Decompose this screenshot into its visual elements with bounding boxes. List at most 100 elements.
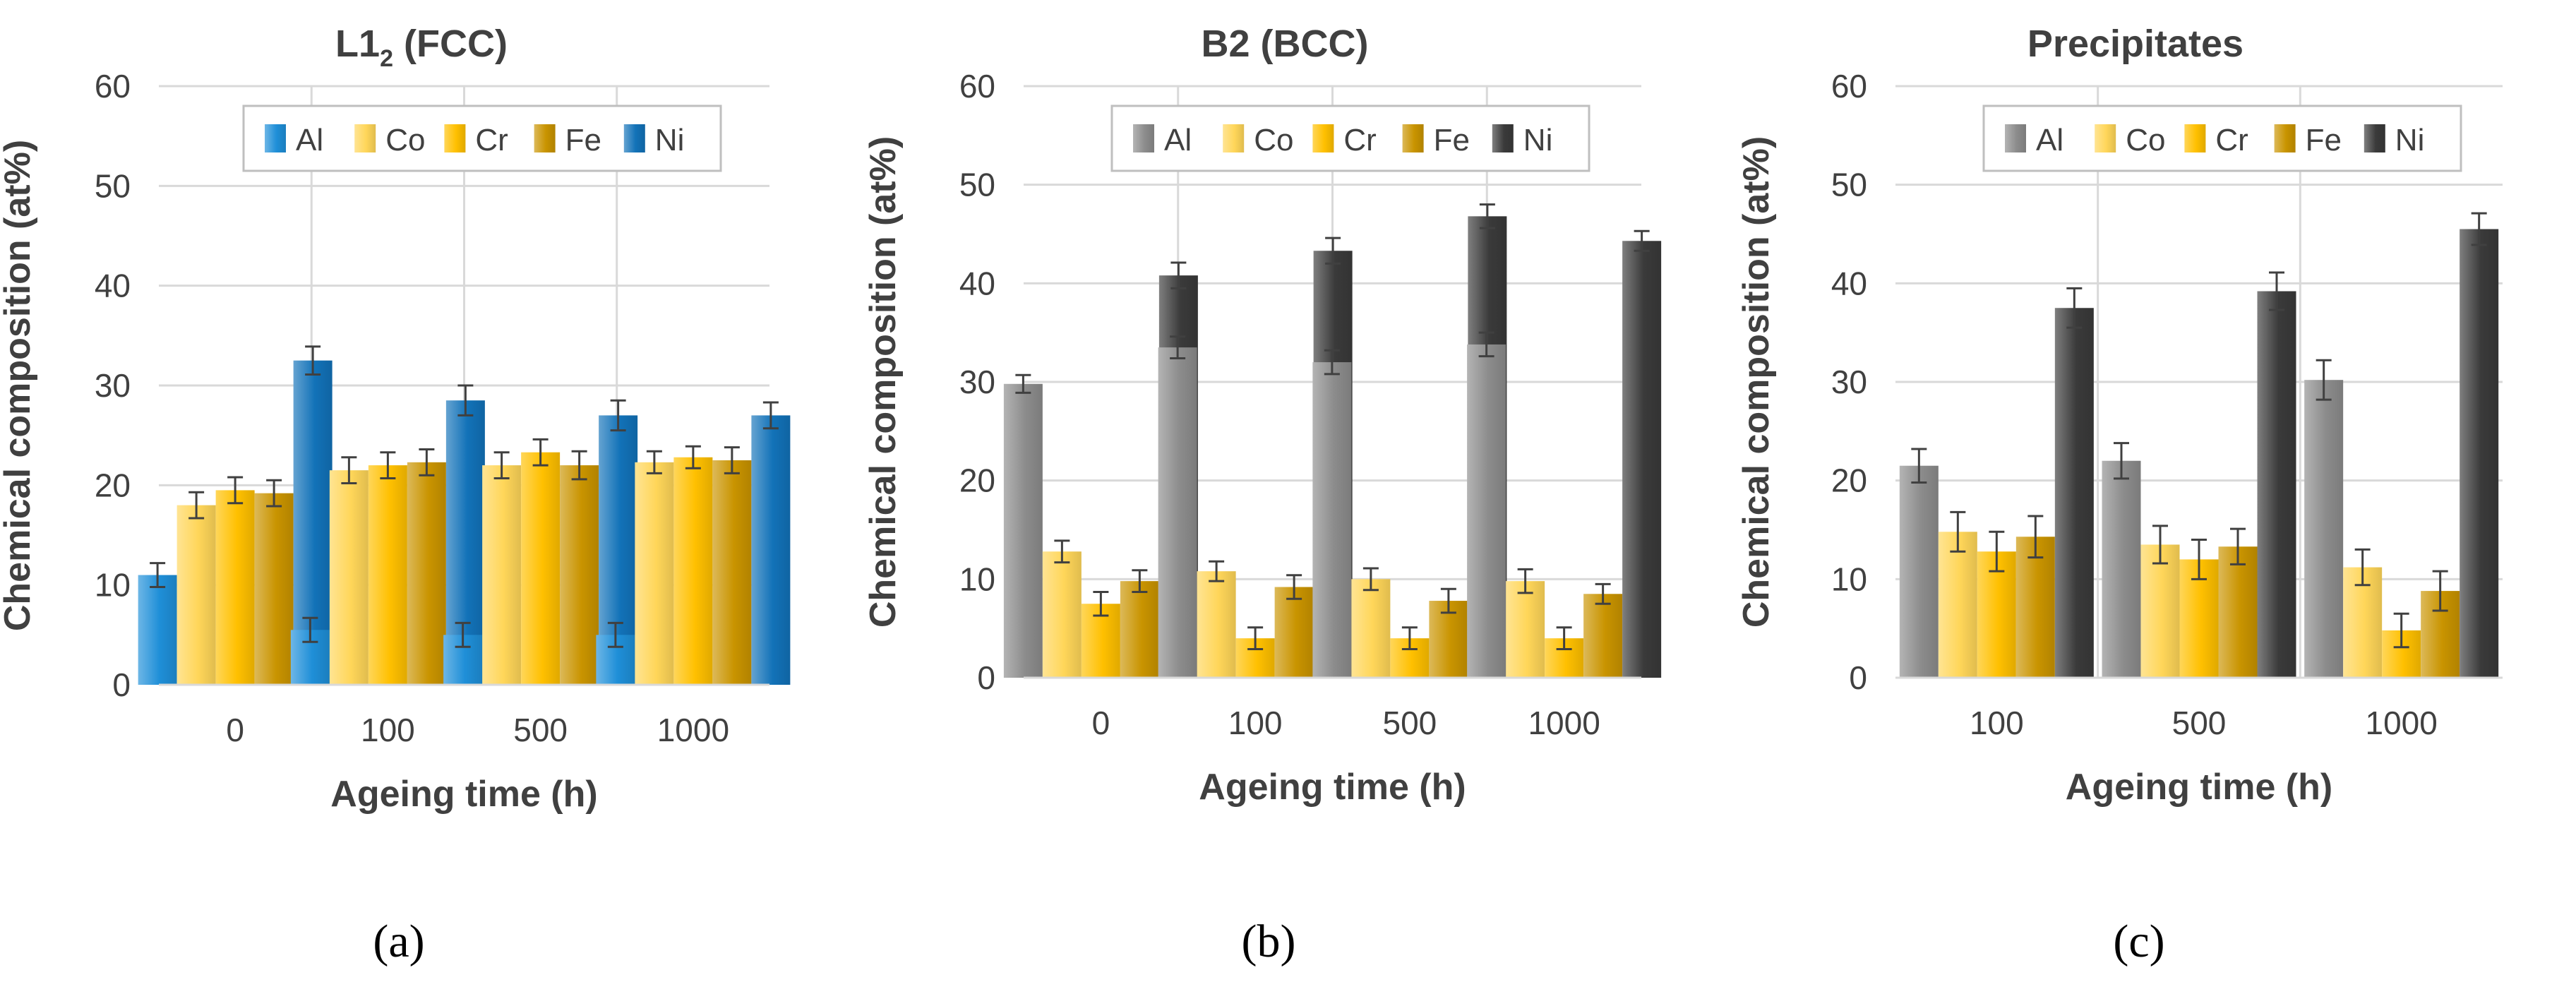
bar-c-al-100 (1899, 465, 1939, 678)
bar-a-ni-1000 (751, 415, 791, 685)
error-bar-b-fe-500 (1440, 587, 1456, 614)
chart-title-main: Precipitates (2027, 23, 2243, 65)
x-tick-label: 0 (226, 712, 244, 748)
error-bar-b-ni-0 (1170, 261, 1187, 289)
y-tick-label: 10 (959, 561, 995, 597)
x-tick-label: 100 (1228, 705, 1283, 741)
bar-b-co-100 (1197, 571, 1236, 678)
legend-swatch-al (2005, 124, 2026, 152)
bar-b-co-0 (1042, 551, 1082, 678)
error-bar-b-cr-500 (1401, 626, 1418, 650)
error-bar-c-cr-500 (2191, 538, 2207, 580)
error-bar-a-co-100 (341, 456, 357, 485)
chart-title-main: L1 (335, 23, 380, 65)
error-bar-a-cr-0 (227, 476, 244, 505)
error-bar-c-fe-100 (2027, 515, 2044, 559)
y-tick-label: 50 (95, 167, 131, 204)
error-bar-a-al-100 (302, 616, 318, 643)
x-axis-label: Ageing time (h) (1199, 767, 1466, 808)
error-bar-b-co-500 (1362, 567, 1379, 592)
legend-label-ni: Ni (2395, 123, 2425, 157)
x-tick-label: 0 (1092, 705, 1110, 741)
bar-a-cr-500 (521, 452, 561, 685)
y-tick-label: 20 (95, 467, 131, 503)
bar-a-fe-0 (254, 493, 294, 685)
legend-swatch-al (1133, 124, 1154, 152)
bar-b-al-100 (1158, 347, 1197, 678)
panel-label-c: (c) (2113, 916, 2164, 967)
bar-b-fe-0 (1120, 581, 1159, 678)
error-bar-b-al-0 (1015, 373, 1031, 394)
bar-c-co-500 (2140, 544, 2180, 678)
bar-a-co-500 (482, 465, 522, 685)
panel-label-a: (a) (373, 916, 424, 967)
error-bar-c-ni-500 (2269, 271, 2284, 311)
bar-c-fe-500 (2218, 546, 2258, 678)
bar-b-al-0 (1003, 383, 1043, 678)
error-bar-a-cr-500 (532, 438, 549, 467)
bar-b-ni-1000 (1622, 241, 1662, 678)
error-bar-a-cr-100 (380, 451, 396, 479)
error-bar-c-fe-500 (2230, 527, 2246, 565)
error-bar-c-cr-100 (1989, 530, 2005, 573)
legend-swatch-cr (2184, 124, 2206, 152)
legend-label-al: Al (1164, 123, 1192, 157)
error-bar-b-ni-100 (1325, 236, 1341, 265)
error-bar-a-ni-0 (305, 345, 321, 376)
error-bar-c-co-500 (2152, 525, 2168, 565)
x-tick-label: 500 (1383, 705, 1437, 741)
chart-title: Precipitates (2027, 23, 2243, 65)
y-tick-label: 50 (959, 167, 995, 203)
bar-c-al-1000 (2304, 380, 2344, 678)
error-bar-b-cr-1000 (1556, 626, 1572, 650)
bar-a-fe-1000 (712, 460, 752, 685)
legend-swatch-co (354, 124, 376, 152)
y-tick-label: 40 (1831, 265, 1867, 301)
y-tick-label: 0 (977, 659, 995, 696)
y-axis-label: Chemical composition (at%) (0, 140, 38, 631)
error-bar-a-al-1000 (607, 621, 623, 648)
y-tick-label: 40 (959, 265, 995, 301)
legend-swatch-ni (623, 124, 645, 152)
legend-label-al: Al (2036, 123, 2063, 157)
error-bar-c-ni-1000 (2471, 212, 2487, 246)
chart-b: 0 10 20 30 40 50 60 0 100 500 1000 B2 (BCC) Ageing t… (863, 23, 1662, 808)
y-tick-label: 10 (95, 567, 131, 604)
legend-label-al: Al (296, 123, 323, 157)
legend-swatch-co (1223, 124, 1245, 152)
legend-swatch-fe (1402, 124, 1424, 152)
error-bar-c-co-100 (1950, 510, 1966, 553)
legend: Al Co Cr Fe Ni (1110, 104, 1590, 172)
error-bar-a-ni-1000 (762, 401, 779, 430)
y-tick-label: 50 (1831, 167, 1867, 203)
bar-b-co-500 (1351, 579, 1391, 678)
x-axis-label: Ageing time (h) (330, 774, 597, 815)
y-tick-label: 0 (1849, 659, 1867, 696)
legend: Al Co Cr Fe Ni (1982, 104, 2462, 172)
y-tick-label: 30 (1831, 364, 1867, 400)
legend-label-ni: Ni (655, 123, 685, 157)
bar-b-fe-1000 (1583, 594, 1623, 678)
error-bar-c-fe-1000 (2432, 570, 2448, 612)
error-bar-b-al-500 (1324, 349, 1340, 376)
y-tick-label: 0 (112, 666, 131, 703)
bar-c-ni-1000 (2460, 229, 2499, 678)
error-bar-b-ni-500 (1479, 203, 1495, 229)
y-tick-label: 20 (1831, 462, 1867, 499)
error-bar-a-ni-100 (457, 384, 474, 417)
bar-c-ni-500 (2257, 291, 2296, 678)
legend-label-fe: Fe (565, 123, 601, 157)
bar-a-co-1000 (635, 462, 674, 685)
x-tick-label: 1000 (2365, 705, 2437, 741)
bar-a-co-100 (329, 470, 369, 685)
legend-swatch-fe (2274, 124, 2296, 152)
error-bar-a-al-0 (150, 562, 166, 588)
x-tick-label: 500 (513, 712, 568, 748)
bar-a-cr-0 (215, 490, 255, 685)
legend-label-cr: Cr (1343, 123, 1376, 157)
bar-b-co-1000 (1506, 581, 1545, 678)
y-axis-label: Chemical composition (at%) (863, 136, 904, 628)
error-bar-b-cr-100 (1247, 626, 1264, 650)
x-tick-label: 100 (1970, 705, 2024, 741)
y-tick-label: 60 (1831, 68, 1867, 104)
